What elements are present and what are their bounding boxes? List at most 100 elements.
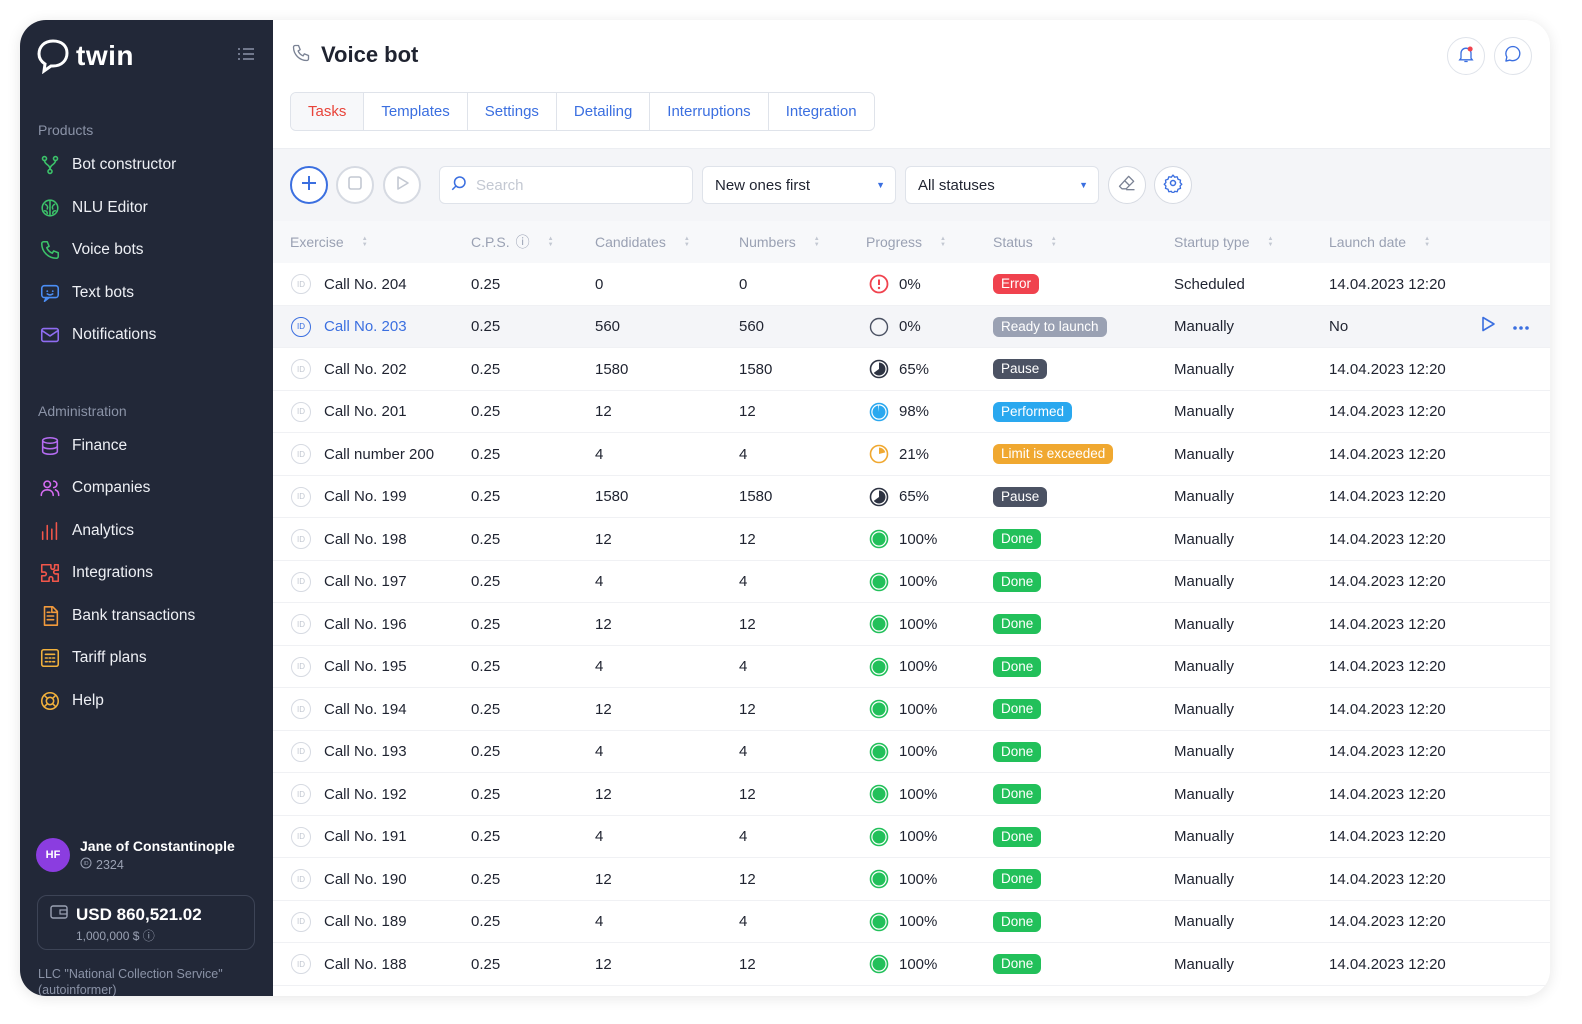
id-badge-icon[interactable]: ID — [291, 741, 311, 762]
sidebar-item-tariff-plans[interactable]: Tariff plans — [20, 637, 273, 680]
exercise-name[interactable]: Call number 200 — [324, 445, 435, 463]
id-badge-icon[interactable]: ID — [291, 954, 311, 974]
exercise-name[interactable]: Call No. 201 — [324, 403, 407, 420]
id-badge-icon[interactable]: ID — [291, 401, 311, 422]
notifications-button[interactable] — [1447, 37, 1485, 75]
tab-tasks[interactable]: Tasks — [291, 93, 365, 130]
exercise-name[interactable]: Call No. 196 — [324, 615, 407, 633]
exercise-name[interactable]: Call No. 192 — [324, 785, 407, 803]
tab-integration[interactable]: Integration — [768, 93, 874, 130]
play-icon[interactable] — [1480, 316, 1496, 337]
exercise-name[interactable]: Call No. 197 — [324, 573, 407, 590]
exercise-name[interactable]: Call No. 195 — [324, 658, 407, 675]
id-badge-icon[interactable]: ID — [291, 529, 311, 549]
table-row[interactable]: ID Call No. 194 0.25 12 12 100% Done Manually 14… — [273, 688, 1550, 731]
exercise-name[interactable]: Call No. 194 — [324, 700, 407, 718]
sidebar-item-text-bots[interactable]: Text bots — [20, 272, 273, 315]
exercise-name[interactable]: Call No. 203 — [324, 318, 407, 335]
balance-limit: 1,000,000 $ — [76, 929, 140, 943]
table-row[interactable]: ID Call No. 193 0.25 4 4 100% Done Manually 14.0… — [273, 731, 1550, 773]
numbers-value: 12 — [739, 403, 756, 420]
play-button[interactable] — [383, 166, 421, 204]
table-row[interactable]: ID Call No. 204 0.25 0 0 0% Error Scheduled 14.0… — [273, 263, 1550, 306]
col-progress[interactable]: Progress ▲ ▼ — [866, 221, 946, 263]
col-launch-date[interactable]: Launch date ▲ ▼ — [1329, 221, 1430, 263]
help-circle-icon[interactable]: ⓘ — [142, 929, 155, 943]
status-filter-select[interactable]: All statuses ▼ — [905, 166, 1099, 204]
balance-card[interactable]: USD 860,521.02 1,000,000 $ ⓘ — [37, 895, 255, 950]
stop-button[interactable] — [336, 166, 374, 204]
tab-settings[interactable]: Settings — [467, 93, 557, 130]
sidebar-item-companies[interactable]: Companies — [20, 467, 273, 510]
sidebar-item-integrations[interactable]: Integrations — [20, 552, 273, 595]
sidebar-item-finance[interactable]: Finance — [20, 425, 273, 468]
logo[interactable]: twin — [36, 38, 134, 74]
id-badge-icon[interactable]: ID — [291, 359, 311, 379]
exercise-name[interactable]: Call No. 202 — [324, 360, 407, 378]
col-startup-type[interactable]: Startup type ▲ ▼ — [1174, 221, 1273, 263]
exercise-name[interactable]: Call No. 190 — [324, 870, 407, 888]
col-numbers[interactable]: Numbers ▲ ▼ — [739, 221, 820, 263]
table-row[interactable]: ID Call No. 192 0.25 12 12 100% Done Manually 14… — [273, 773, 1550, 816]
table-row[interactable]: ID Call No. 195 0.25 4 4 100% Done Manually 14.0… — [273, 646, 1550, 688]
id-badge-icon[interactable]: ID — [291, 316, 311, 337]
id-badge-icon[interactable]: ID — [291, 699, 311, 719]
sidebar-item-nlu-editor[interactable]: NLU Editor — [20, 187, 273, 230]
table-row[interactable]: ID Call No. 201 0.25 12 12 98% Performed Manual… — [273, 391, 1550, 433]
id-badge-icon[interactable]: ID — [291, 826, 311, 847]
table-row[interactable]: ID Call No. 190 0.25 12 12 100% Done Manually 14… — [273, 858, 1550, 901]
tab-templates[interactable]: Templates — [364, 93, 468, 130]
table-row[interactable]: ID Call No. 189 0.25 4 4 100% Done Manually 14.0… — [273, 901, 1550, 943]
col-candidates[interactable]: Candidates ▲ ▼ — [595, 221, 690, 263]
id-badge-icon[interactable]: ID — [291, 486, 311, 507]
col-exercise[interactable]: Exercise ▲ ▼ — [290, 221, 368, 263]
sidebar-item-voice-bots[interactable]: Voice bots — [20, 229, 273, 272]
clear-filters-button[interactable] — [1108, 166, 1146, 204]
id-badge-icon[interactable]: ID — [291, 614, 311, 634]
table-row[interactable]: ID Call No. 197 0.25 4 4 100% Done Manually 14.0… — [273, 561, 1550, 603]
sort-select[interactable]: New ones first ▼ — [702, 166, 896, 204]
more-options-icon[interactable] — [1512, 318, 1530, 336]
col-status[interactable]: Status ▲ ▼ — [993, 221, 1057, 263]
svg-text:ID: ID — [84, 861, 89, 867]
exercise-name[interactable]: Call No. 199 — [324, 488, 407, 505]
id-badge-icon[interactable]: ID — [291, 911, 311, 932]
table-row[interactable]: ID Call No. 196 0.25 12 12 100% Done Manually 14… — [273, 603, 1550, 646]
id-badge-icon[interactable]: ID — [291, 444, 311, 464]
exercise-name[interactable]: Call No. 188 — [324, 955, 407, 973]
id-badge-icon[interactable]: ID — [291, 656, 311, 677]
table-row[interactable]: ID Call No. 191 0.25 4 4 100% Done Manually 14.0… — [273, 816, 1550, 858]
exercise-name[interactable]: Call No. 191 — [324, 828, 407, 845]
sidebar-item-notifications[interactable]: Notifications — [20, 314, 273, 357]
settings-button[interactable] — [1154, 166, 1192, 204]
table-row[interactable]: ID Call No. 198 0.25 12 12 100% Done Manually 14… — [273, 518, 1550, 561]
sidebar-item-analytics[interactable]: Analytics — [20, 510, 273, 553]
exercise-name[interactable]: Call No. 198 — [324, 530, 407, 548]
table-row[interactable]: ID Call No. 202 0.25 1580 1580 65% Pause Manual… — [273, 348, 1550, 391]
sidebar-item-bot-constructor[interactable]: Bot constructor — [20, 144, 273, 187]
id-badge-icon[interactable]: ID — [291, 274, 311, 294]
table-row[interactable]: ID Call number 200 0.25 4 4 21% Limit is excee… — [273, 433, 1550, 476]
sidebar-item-bank-transactions[interactable]: Bank transactions — [20, 595, 273, 638]
support-chat-button[interactable] — [1494, 37, 1532, 75]
table-row[interactable]: ID Call No. 203 0.25 560 560 0% Ready to launc… — [273, 305, 1550, 348]
exercise-name[interactable]: Call No. 189 — [324, 913, 407, 930]
id-badge-icon[interactable]: ID — [291, 869, 311, 889]
table-row[interactable]: ID Call No. 199 0.25 1580 1580 65% Pause Manual… — [273, 476, 1550, 518]
tab-interruptions[interactable]: Interruptions — [650, 93, 769, 130]
app-window: twin Products Bot constructor NLU Editor V… — [20, 20, 1550, 996]
search-input[interactable] — [476, 176, 676, 194]
add-task-button[interactable] — [290, 166, 328, 204]
id-badge-icon[interactable]: ID — [291, 784, 311, 804]
table-row[interactable]: ID Call No. 188 0.25 12 12 100% Done Manually 14… — [273, 943, 1550, 986]
exercise-name[interactable]: Call No. 193 — [324, 743, 407, 760]
progress-cell: 100% — [869, 816, 937, 858]
collapse-menu-icon[interactable] — [237, 46, 255, 67]
user-profile[interactable]: HF Jane of Constantinople ID 2324 — [36, 838, 235, 872]
col-cps[interactable]: C.P.S. ⓘ ▲ ▼ — [471, 221, 554, 263]
id-badge-icon[interactable]: ID — [291, 571, 311, 592]
sidebar-item-help[interactable]: Help — [20, 680, 273, 723]
tab-detailing[interactable]: Detailing — [556, 93, 651, 130]
exercise-name[interactable]: Call No. 204 — [324, 275, 407, 293]
users-icon — [38, 476, 62, 500]
